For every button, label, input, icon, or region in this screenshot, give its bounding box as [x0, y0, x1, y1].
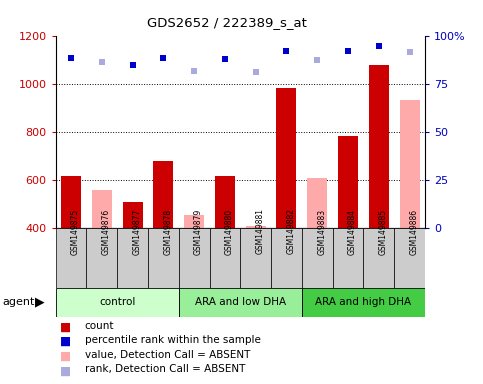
- Text: GSM149877: GSM149877: [132, 209, 142, 255]
- Bar: [333, 228, 364, 288]
- Text: agent: agent: [2, 297, 35, 308]
- Bar: [61, 176, 81, 228]
- Text: value, Detection Call = ABSENT: value, Detection Call = ABSENT: [85, 350, 250, 360]
- Bar: [86, 228, 117, 288]
- Point: [190, 68, 198, 74]
- Point: [406, 49, 413, 55]
- Text: ■: ■: [60, 335, 71, 348]
- Point: [159, 55, 167, 61]
- Bar: [307, 178, 327, 228]
- Point: [283, 48, 290, 54]
- Bar: [246, 226, 266, 228]
- Point: [98, 59, 106, 65]
- Text: GSM149882: GSM149882: [286, 209, 296, 255]
- Text: ARA and low DHA: ARA and low DHA: [195, 297, 286, 308]
- Text: GSM149881: GSM149881: [256, 209, 265, 255]
- Bar: [179, 288, 302, 317]
- Bar: [56, 228, 86, 288]
- Text: GSM149886: GSM149886: [410, 209, 419, 255]
- Bar: [302, 228, 333, 288]
- Bar: [364, 228, 394, 288]
- Bar: [394, 228, 425, 288]
- Bar: [369, 65, 389, 228]
- Text: rank, Detection Call = ABSENT: rank, Detection Call = ABSENT: [85, 364, 245, 374]
- Text: GSM149875: GSM149875: [71, 209, 80, 255]
- Text: ■: ■: [60, 364, 71, 377]
- Bar: [276, 88, 297, 228]
- Bar: [271, 228, 302, 288]
- Point: [252, 70, 259, 76]
- Bar: [92, 190, 112, 228]
- Text: GSM149885: GSM149885: [379, 209, 388, 255]
- Text: percentile rank within the sample: percentile rank within the sample: [85, 335, 260, 345]
- Text: ▶: ▶: [35, 296, 45, 309]
- Bar: [338, 136, 358, 228]
- Point: [67, 55, 75, 61]
- Point: [128, 62, 136, 68]
- Bar: [117, 228, 148, 288]
- Bar: [123, 202, 142, 228]
- Bar: [240, 228, 271, 288]
- Bar: [179, 228, 210, 288]
- Text: GSM149879: GSM149879: [194, 209, 203, 255]
- Bar: [148, 228, 179, 288]
- Bar: [399, 100, 420, 228]
- Text: GSM149880: GSM149880: [225, 209, 234, 255]
- Point: [375, 43, 383, 49]
- Bar: [210, 228, 240, 288]
- Point: [313, 58, 321, 64]
- Bar: [184, 215, 204, 228]
- Bar: [56, 288, 179, 317]
- Bar: [153, 161, 173, 228]
- Text: GSM149884: GSM149884: [348, 209, 357, 255]
- Text: GSM149883: GSM149883: [317, 209, 327, 255]
- Text: GDS2652 / 222389_s_at: GDS2652 / 222389_s_at: [147, 16, 307, 29]
- Text: GSM149878: GSM149878: [163, 209, 172, 255]
- Text: control: control: [99, 297, 135, 308]
- Text: ARA and high DHA: ARA and high DHA: [315, 297, 412, 308]
- Bar: [215, 176, 235, 228]
- Text: ■: ■: [60, 321, 71, 334]
- Text: ■: ■: [60, 350, 71, 363]
- Point: [221, 56, 229, 62]
- Text: GSM149876: GSM149876: [102, 209, 111, 255]
- Point: [344, 48, 352, 54]
- Bar: [302, 288, 425, 317]
- Text: count: count: [85, 321, 114, 331]
